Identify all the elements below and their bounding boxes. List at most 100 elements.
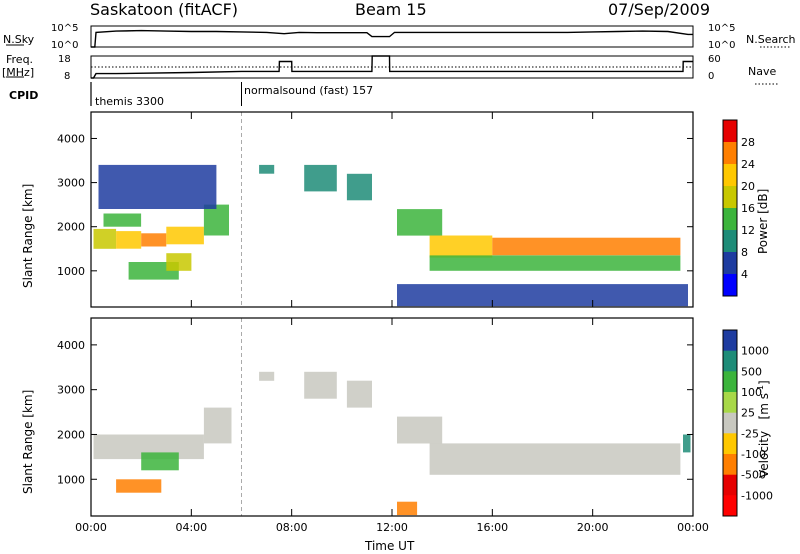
velocity-unit-open: [m s [757, 393, 771, 420]
velocity-unit-sup: -1 [756, 385, 765, 394]
velocity-colorbar-swatch [723, 330, 737, 352]
velocity-panel-xtick-label: 00:00 [75, 521, 107, 534]
freq-tick-top: 18 [58, 54, 71, 65]
power-colorbar-swatch [723, 274, 737, 297]
velocity-panel-xtick-label: 04:00 [175, 521, 207, 534]
velocity-panel-xtick-label: 20:00 [577, 521, 609, 534]
power-colorbar-tick-label: 16 [741, 202, 755, 215]
velocity-colorbar-swatch [723, 495, 737, 517]
freq-unit-label: [MHz] [2, 66, 35, 79]
velocity-colorbar-label-text: Velocity [757, 430, 771, 478]
power-panel-cell [116, 231, 142, 249]
velocity-panel-cell [429, 443, 681, 475]
power-panel-cell [492, 237, 681, 256]
freq-line [91, 55, 693, 79]
nsky-line [91, 29, 693, 48]
power-panel-cell [141, 233, 167, 247]
power-colorbar-label: Power [dB] [756, 188, 770, 254]
power-colorbar-swatch [723, 208, 737, 231]
noise-tick-left-top: 10^5 [51, 23, 79, 34]
velocity-panel-cell [259, 371, 275, 381]
velocity-colorbar-swatch [723, 474, 737, 496]
noise-tick-right-top: 10^5 [708, 23, 736, 34]
power-panel-ytick-label: 3000 [57, 177, 85, 190]
power-panel-cell [397, 209, 443, 236]
power-panel-cell [103, 213, 142, 227]
power-panel-cell [93, 228, 117, 249]
power-colorbar-tick-label: 20 [741, 180, 755, 193]
power-panel-cell [166, 253, 192, 271]
velocity-panel-background [91, 318, 693, 516]
velocity-panel-cell [304, 371, 337, 399]
velocity-panel-cell [397, 416, 443, 444]
velocity-colorbar-tick-label: -1000 [741, 489, 773, 502]
velocity-panel-cell [116, 479, 162, 493]
velocity-colorbar-swatch [723, 392, 737, 414]
power-panel-background [91, 112, 693, 307]
power-panel-cell [429, 235, 493, 258]
power-panel-cell [166, 226, 204, 245]
noise-panel-frame [90, 25, 694, 48]
power-panel-ytick-label: 4000 [57, 132, 85, 145]
station-title: Saskatoon (fitACF) [90, 0, 239, 19]
power-colorbar-tick-label: 12 [741, 224, 755, 237]
nave-tick-top: 60 [708, 54, 721, 65]
velocity-colorbar-unit: [m s-1] [756, 380, 771, 427]
power-colorbar-swatch [723, 186, 737, 209]
velocity-panel-ytick-label: 1000 [57, 473, 85, 486]
noise-tick-right-bottom: 10^0 [708, 40, 736, 51]
velocity-colorbar-frame [722, 329, 738, 517]
cpid-segment-normalsound: normalsound (fast) 157 [244, 84, 374, 97]
cpid-label: CPID [9, 89, 39, 102]
velocity-colorbar-tick-label: 100 [741, 386, 762, 399]
velocity-colorbar-tick-label: -25 [741, 427, 759, 440]
velocity-colorbar-swatch [723, 371, 737, 393]
velocity-panel-cell [141, 452, 179, 471]
velocity-panel-cell [397, 501, 418, 516]
power-colorbar-swatch [723, 142, 737, 165]
velocity-colorbar-swatch [723, 454, 737, 476]
power-panel-ylabel: Slant Range [km] [21, 183, 35, 288]
power-panel-cell [98, 164, 217, 209]
velocity-colorbar-tick-label: -500 [741, 469, 766, 482]
velocity-colorbar-tick-label: 1000 [741, 345, 769, 358]
x-axis-title: Time UT [365, 539, 415, 553]
noise-tick-left-bottom: 10^0 [51, 40, 79, 51]
power-colorbar-tick-label: 8 [741, 246, 748, 259]
velocity-panel-ytick-label: 3000 [57, 384, 85, 397]
velocity-panel-xtick-label: 08:00 [276, 521, 308, 534]
power-colorbar-swatch [723, 230, 737, 253]
power-colorbar-swatch [723, 252, 737, 275]
power-colorbar-tick-label: 28 [741, 136, 755, 149]
power-panel-cell [128, 262, 179, 280]
velocity-panel-cell [346, 380, 372, 408]
power-colorbar-tick-label: 24 [741, 158, 755, 171]
freq-label: Freq. [6, 53, 34, 66]
power-panel-cell [304, 164, 337, 192]
power-colorbar-tick-label: 4 [741, 268, 748, 281]
beam-title: Beam 15 [355, 0, 427, 19]
velocity-panel-xtick-label: 16:00 [476, 521, 508, 534]
nave-tick-bottom: 0 [708, 71, 715, 82]
freq-tick-bottom: 8 [64, 71, 71, 82]
cpid-segment-themis: themis 3300 [95, 95, 165, 108]
velocity-panel-ytick-label: 4000 [57, 339, 85, 352]
velocity-colorbar-tick-label: 25 [741, 407, 755, 420]
velocity-panel-cell [203, 407, 232, 444]
velocity-colorbar-swatch [723, 433, 737, 455]
velocity-panel-xtick-label: 00:00 [677, 521, 709, 534]
power-panel-cell [203, 204, 229, 236]
velocity-colorbar-label: Velocity [m s-1] [756, 380, 771, 478]
velocity-panel-ytick-label: 2000 [57, 428, 85, 441]
power-panel-cell [429, 255, 681, 271]
nave-label: Nave [748, 65, 777, 78]
power-colorbar-frame [722, 119, 738, 297]
power-panel-cell [259, 164, 275, 174]
velocity-panel-xtick-label: 12:00 [376, 521, 408, 534]
power-colorbar-swatch [723, 120, 737, 143]
velocity-panel-ylabel: Slant Range [km] [21, 389, 35, 494]
velocity-unit-close: ] [757, 380, 771, 386]
velocity-colorbar-swatch [723, 412, 737, 434]
nsky-label: N.Sky [3, 33, 35, 46]
